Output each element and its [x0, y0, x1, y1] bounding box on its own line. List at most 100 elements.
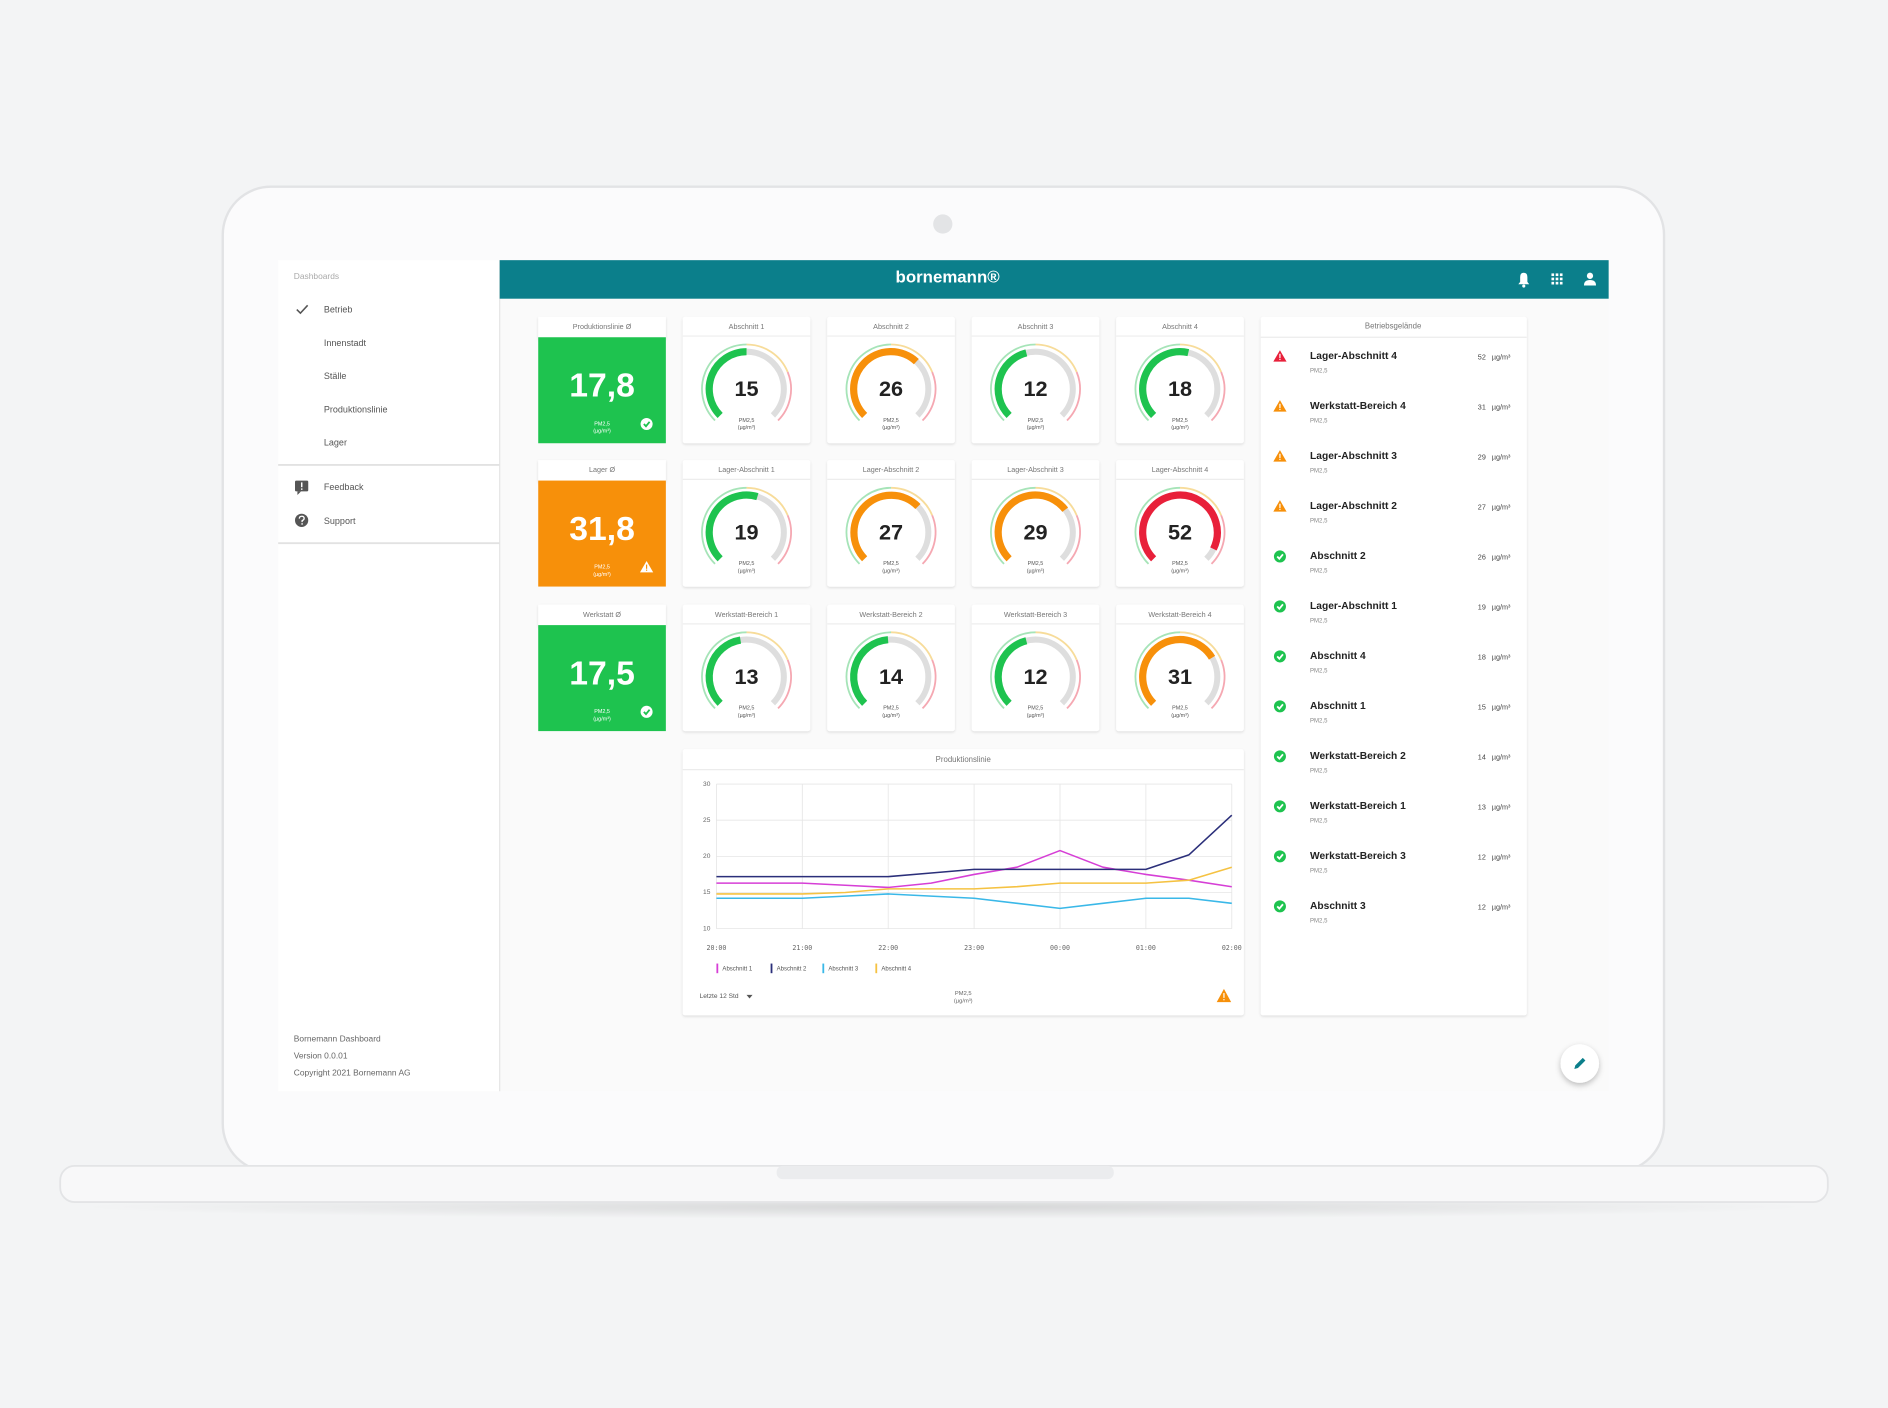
row-value: 27 [1478, 503, 1486, 512]
row-sub: PM2,5 [1310, 419, 1328, 425]
gauge-unit: PM2,5 [1028, 706, 1044, 712]
gauge-zone [701, 631, 747, 710]
status-circle [1273, 850, 1286, 863]
gauge-zone [845, 343, 892, 422]
sidebar-item[interactable]: Produktionslinie [324, 404, 388, 414]
user-icon[interactable] [1583, 272, 1597, 286]
legend-label[interactable]: Abschnitt 4 [881, 967, 911, 973]
gauge-zone [845, 486, 892, 565]
tile-header [538, 316, 666, 339]
row-name: Lager-Abschnitt 1 [1310, 601, 1397, 612]
apps-icon[interactable] [1551, 273, 1563, 285]
gauge-title: Werkstatt-Bereich 1 [715, 610, 778, 619]
gauge-zone [777, 514, 792, 565]
status-check [1276, 553, 1284, 561]
status-circle [1273, 800, 1286, 813]
sidebar-item[interactable]: Betrieb [324, 305, 353, 315]
row-unit: µg/m³ [1492, 653, 1511, 662]
status-mark [1279, 358, 1281, 361]
row-sub: PM2,5 [1310, 668, 1328, 674]
gauge-zone [746, 486, 789, 516]
status-circle [1273, 750, 1286, 763]
gauge-unit: (µg/m³) [1171, 713, 1189, 719]
row-name: Abschnitt 1 [1310, 701, 1366, 712]
list-title: Betriebsgelände [1365, 321, 1421, 330]
status-icon [1273, 750, 1286, 763]
gauge-zone [990, 343, 1036, 422]
status-icon [639, 560, 654, 573]
row-value: 13 [1478, 802, 1486, 811]
status-check [1276, 753, 1284, 761]
tile-value: 17,8 [569, 367, 635, 405]
gauge-unit: PM2,5 [1028, 418, 1044, 424]
gauge-arc [994, 637, 1028, 706]
gauge-unit: (µg/m³) [882, 713, 900, 719]
dropdown-arrow[interactable] [746, 994, 753, 999]
status-check [1276, 703, 1284, 711]
gauge-value: 29 [1023, 519, 1047, 544]
gauge-title: Werkstatt-Bereich 3 [1004, 610, 1067, 619]
row-unit: µg/m³ [1492, 553, 1511, 562]
gauge-title: Abschnitt 3 [1018, 322, 1054, 331]
gauge-zone [845, 631, 892, 710]
row-name: Abschnitt 4 [1310, 651, 1366, 662]
status-check [1276, 803, 1284, 811]
row-name: Werkstatt-Bereich 1 [1310, 801, 1406, 812]
row-sub: PM2,5 [1310, 868, 1328, 874]
row-value: 19 [1478, 603, 1486, 612]
gauge-zone [1210, 659, 1226, 710]
status-circle [1273, 550, 1286, 563]
gauge-zone [891, 343, 934, 373]
gauge-zone [1210, 514, 1226, 565]
gauge-arc [1139, 348, 1190, 418]
legend-label[interactable]: Abschnitt 1 [722, 967, 752, 973]
laptop-notch [776, 1165, 1114, 1180]
sidebar-item[interactable]: Innenstadt [324, 338, 367, 348]
row-sub: PM2,5 [1310, 369, 1328, 375]
sidebar-item[interactable]: Ställe [324, 371, 347, 381]
x-tick-label: 21:00 [792, 944, 812, 952]
row-unit: µg/m³ [1492, 453, 1511, 462]
gauge-arc [705, 636, 742, 706]
gauge-arc [1139, 491, 1221, 562]
line-series [716, 814, 1233, 878]
period-select[interactable]: Letzte 12 Std [700, 993, 739, 1000]
status-check [643, 709, 651, 716]
gauge-unit: PM2,5 [883, 706, 899, 712]
legend-label[interactable]: Abschnitt 3 [828, 967, 858, 973]
status-circle [1273, 700, 1286, 713]
sidebar-link[interactable]: Feedback [324, 482, 364, 492]
sidebar-link[interactable]: Support [324, 516, 356, 526]
tile-header [538, 460, 666, 482]
tile-unit: (µg/m³) [593, 716, 611, 722]
gauge-zone [891, 631, 934, 661]
status-circle [1273, 900, 1286, 913]
status-circle [1273, 600, 1286, 613]
status-icon [640, 417, 653, 430]
tile-value: 17,5 [569, 655, 635, 693]
row-sub: PM2,5 [1310, 718, 1328, 724]
tile-unit: PM2,5 [594, 421, 610, 427]
status-icon [1273, 900, 1286, 913]
gauge-arc [705, 348, 747, 418]
gauge-zone [1066, 514, 1081, 565]
row-unit: µg/m³ [1492, 852, 1511, 861]
row-unit: µg/m³ [1492, 703, 1511, 712]
top-bar [499, 260, 1609, 299]
legend-label[interactable]: Abschnitt 2 [777, 967, 807, 973]
row-unit: µg/m³ [1492, 802, 1511, 811]
row-name: Abschnitt 2 [1310, 551, 1366, 562]
x-tick-label: 02:00 [1222, 944, 1242, 952]
edit-button[interactable] [1560, 1044, 1600, 1083]
status-mark [1279, 403, 1281, 409]
sidebar-item[interactable]: Lager [324, 438, 347, 448]
gauge-title: Lager-Abschnitt 1 [718, 465, 775, 474]
row-unit: µg/m³ [1492, 403, 1511, 412]
bell-icon[interactable] [1518, 272, 1530, 288]
tile-title: Lager Ø [589, 465, 615, 474]
legend-swatch [770, 963, 773, 974]
status-mark [645, 569, 648, 571]
legend-swatch [822, 963, 825, 974]
gauge-zone [1134, 486, 1181, 565]
